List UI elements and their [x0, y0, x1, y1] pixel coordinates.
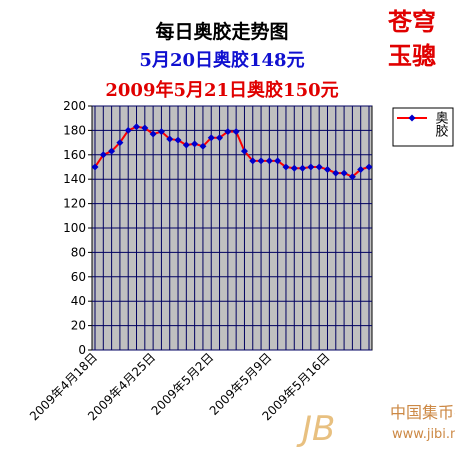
marker: [182, 141, 190, 149]
marker: [199, 142, 207, 150]
watermark: 中国集币在线: [390, 403, 455, 422]
marker: [290, 164, 298, 172]
chart-title: 每日奥胶走势图: [155, 20, 288, 43]
y-tick-label: 120: [63, 197, 86, 211]
marker: [348, 173, 356, 181]
line: [94, 125, 370, 178]
y-tick-label: 60: [71, 270, 86, 284]
marker: [265, 157, 273, 165]
marker: [274, 157, 282, 165]
marker: [299, 164, 307, 172]
marker: [315, 163, 323, 171]
marker: [191, 140, 199, 148]
legend-box: [392, 107, 454, 147]
marker: [108, 147, 116, 155]
y-tick-label: 20: [71, 319, 86, 333]
marker: [323, 165, 331, 173]
marker: [249, 157, 257, 165]
y-tick-label: 160: [63, 148, 86, 162]
marker: [207, 134, 215, 142]
marker: [332, 169, 340, 177]
marker: [91, 163, 99, 171]
marker: [133, 123, 141, 131]
subtitle: 5月20日奥胶148元: [139, 49, 304, 71]
legend-label: 奥胶: [433, 111, 449, 138]
marker: [357, 165, 365, 173]
marker: [224, 128, 232, 136]
logo: 苍穹: [387, 7, 436, 36]
marker: [157, 128, 165, 136]
y-tick-label: 0: [78, 343, 86, 357]
marker: [282, 163, 290, 171]
marker: [99, 151, 107, 159]
y-tick-label: 140: [63, 172, 86, 186]
marker: [174, 136, 182, 144]
marker: [365, 163, 373, 171]
marker: [149, 130, 157, 138]
marker: [240, 147, 248, 155]
watermark-url: www.jibi.net: [392, 427, 455, 442]
marker: [340, 169, 348, 177]
marker: [307, 163, 315, 171]
y-tick-label: 100: [63, 221, 86, 235]
subtitle: 2009年5月21日奥胶150元: [105, 79, 338, 101]
y-tick-label: 80: [71, 245, 86, 259]
marker: [166, 135, 174, 143]
y-tick-label: 180: [63, 123, 86, 137]
y-tick-label: 40: [71, 294, 86, 308]
marker: [141, 124, 149, 132]
logo: 玉骢: [388, 41, 436, 70]
marker: [232, 128, 240, 136]
legend-marker: [408, 114, 416, 122]
marker: [116, 139, 124, 147]
marker: [124, 126, 132, 134]
marker: [257, 157, 265, 165]
y-tick-label: 200: [63, 99, 86, 113]
marker: [216, 134, 224, 142]
watermark-icon: JB: [296, 409, 335, 448]
